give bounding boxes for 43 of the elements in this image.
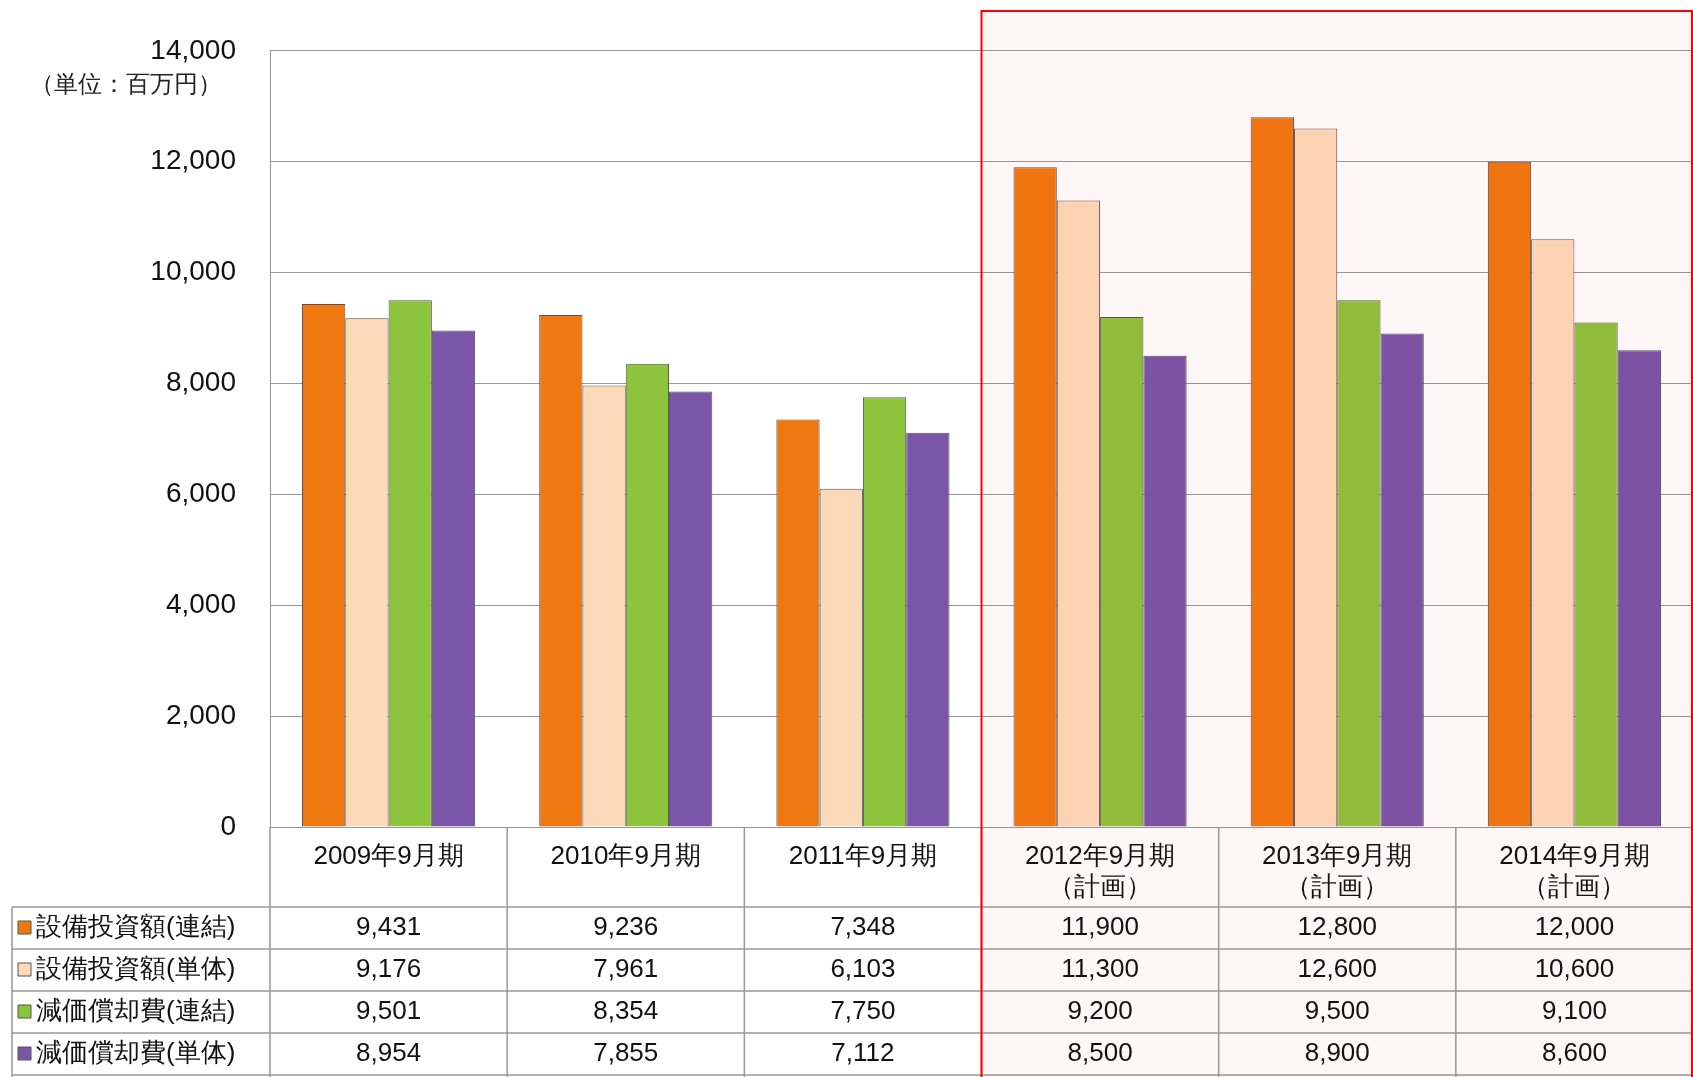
data-label: 11,900 xyxy=(1061,911,1139,942)
y-tick-label: 6,000 xyxy=(165,477,236,509)
data-label: 7,961 xyxy=(593,953,659,984)
data-label: 7,348 xyxy=(830,911,896,942)
x-tick-label: 2012年9月期（計画） xyxy=(1024,839,1176,901)
x-tick-label: 2013年9月期（計画） xyxy=(1262,839,1413,901)
data-label: 8,500 xyxy=(1067,1037,1133,1068)
data-label: 8,900 xyxy=(1304,1037,1370,1068)
data-label: 12,800 xyxy=(1297,911,1378,942)
y-tick-label: 2,000 xyxy=(165,698,236,730)
data-label: 10,600 xyxy=(1534,953,1615,984)
y-axis-title: （単位：百万円） xyxy=(30,69,222,99)
data-label: 9,100 xyxy=(1541,995,1607,1026)
x-tick-label: 2009年9月期 xyxy=(313,839,464,870)
data-label: 8,354 xyxy=(593,995,659,1026)
data-label: 9,176 xyxy=(356,953,422,984)
data-label: 9,431 xyxy=(356,911,422,942)
data-label: 11,300 xyxy=(1061,953,1139,984)
legend-label: 減価償却費(単体) xyxy=(36,1037,236,1068)
y-tick-label: 0 xyxy=(220,809,236,841)
legend-label: 減価償却費(連結) xyxy=(36,995,236,1026)
x-tick-label: 2010年9月期 xyxy=(550,839,701,870)
x-tick-label: 2014年9月期（計画） xyxy=(1499,839,1650,901)
y-tick-label: 14,000 xyxy=(150,33,236,65)
data-label: 7,855 xyxy=(593,1037,659,1068)
data-label: 6,103 xyxy=(830,953,896,984)
data-label: 9,236 xyxy=(593,911,659,942)
data-label: 8,954 xyxy=(356,1037,422,1068)
data-label: 7,112 xyxy=(831,1037,895,1068)
legend-label: 設備投資額(単体) xyxy=(36,953,236,984)
x-tick-label: 2011年9月期 xyxy=(788,839,938,870)
data-label: 7,750 xyxy=(830,995,896,1026)
y-tick-label: 4,000 xyxy=(165,587,236,619)
y-tick-label: 12,000 xyxy=(150,144,236,176)
data-label: 12,000 xyxy=(1534,911,1615,942)
legend-label: 設備投資額(連結) xyxy=(36,911,236,942)
data-label: 8,600 xyxy=(1541,1037,1607,1068)
y-tick-label: 10,000 xyxy=(150,255,236,287)
data-label: 9,501 xyxy=(356,995,422,1026)
data-label: 12,600 xyxy=(1297,953,1378,984)
y-tick-label: 8,000 xyxy=(165,366,236,398)
data-label: 9,500 xyxy=(1304,995,1370,1026)
data-label: 9,200 xyxy=(1067,995,1133,1026)
